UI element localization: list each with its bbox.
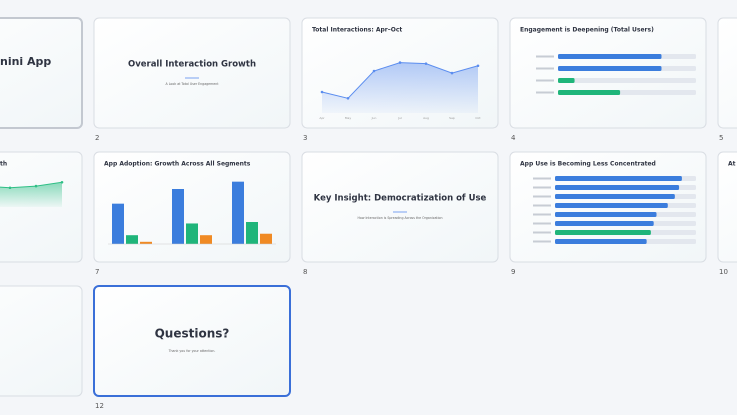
slide-number: 10 <box>719 268 728 276</box>
slide-title: th <box>0 161 7 168</box>
bar-label-placeholder <box>533 186 551 189</box>
slide-thumbnail[interactable]: Key Insight: Democratization of Use How I… <box>301 151 499 263</box>
slide-title: Engagement is Deepening (Total Users) <box>520 27 654 34</box>
area-fill <box>0 182 62 207</box>
bar <box>555 176 682 181</box>
slide-card <box>93 285 291 397</box>
slide-number: 2 <box>95 134 99 142</box>
bar-label-placeholder <box>536 67 554 70</box>
x-tick-label: Jun <box>371 116 377 120</box>
slide-number: 8 <box>303 268 307 276</box>
bar-label-placeholder <box>536 91 554 94</box>
bar <box>186 223 198 244</box>
bar <box>558 66 662 71</box>
data-point <box>320 90 324 94</box>
data-point <box>450 71 454 75</box>
bar-label-placeholder <box>533 240 551 243</box>
area-fill <box>322 62 478 113</box>
bar-label-placeholder <box>533 195 551 198</box>
bar <box>555 221 654 226</box>
slide-card <box>509 17 707 129</box>
bar-label-placeholder <box>533 231 551 234</box>
bar <box>558 78 575 83</box>
slide-thumbnail[interactable]: Overall Interaction Growth A Look at Tota… <box>93 17 291 129</box>
slide-thumbnail[interactable]: nini App <box>0 17 83 129</box>
bar <box>260 233 272 244</box>
x-tick-label: Jul <box>397 116 402 120</box>
bar <box>555 230 651 235</box>
data-point <box>424 62 428 65</box>
bar <box>558 54 662 59</box>
bar <box>140 241 152 244</box>
bar <box>555 194 675 199</box>
bar <box>200 235 212 244</box>
data-point <box>476 64 480 68</box>
slide-title: Total Interactions: Apr–Oct <box>312 27 402 34</box>
slide-card <box>717 17 737 129</box>
slide-title: At <box>728 161 736 168</box>
bar-label-placeholder <box>536 55 554 58</box>
slide-subtitle: A Look at Total User Engagement <box>166 82 220 86</box>
slide-thumbnail[interactable] <box>0 285 83 397</box>
slide-title: Questions? <box>155 327 230 341</box>
data-point <box>398 61 402 64</box>
data-point <box>372 69 376 73</box>
data-point <box>346 97 350 100</box>
slide-number: 3 <box>303 134 307 142</box>
slide-subtitle: How Interaction is Spreading Across the … <box>357 216 442 220</box>
slide-number: 12 <box>95 402 104 410</box>
bar-label-placeholder <box>533 222 551 225</box>
slide-title: Key Insight: Democratization of Use <box>314 194 487 204</box>
slide-title: App Adoption: Growth Across All Segments <box>104 161 251 168</box>
slide-title: Overall Interaction Growth <box>128 60 256 70</box>
data-point <box>8 186 12 190</box>
slide-thumbnail[interactable]: Total Interactions: Apr–Oct Apr May Jun Jul A… <box>301 17 499 129</box>
data-point <box>34 184 38 188</box>
bar-label-placeholder <box>533 177 551 180</box>
slide-number: 4 <box>511 134 516 142</box>
bar <box>555 239 647 244</box>
bar <box>232 181 244 244</box>
bar <box>172 189 184 244</box>
bar <box>112 203 124 244</box>
slide-title: nini App <box>0 55 51 68</box>
bar-track <box>558 78 696 83</box>
slide-card <box>93 17 291 129</box>
bar <box>555 185 680 190</box>
bar <box>246 222 258 244</box>
slide-card <box>0 17 83 129</box>
slide-card <box>0 285 83 397</box>
slide-card <box>301 151 499 263</box>
slide-thumbnail[interactable]: At <box>717 151 737 263</box>
slide-number: 9 <box>511 268 515 276</box>
bar-label-placeholder <box>536 79 554 82</box>
bar <box>558 90 621 95</box>
bar-label-placeholder <box>533 213 551 216</box>
bar <box>555 203 668 208</box>
bar <box>126 235 138 244</box>
slide-card <box>717 151 737 263</box>
bar <box>555 212 657 217</box>
slide-subtitle: Thank you for your attention. <box>168 349 216 353</box>
slide-thumbnail[interactable]: App Use is Becoming Less Concentrated <box>509 151 707 263</box>
slide-thumbnail[interactable]: Engagement is Deepening (Total Users) <box>509 17 707 129</box>
slide-number: 7 <box>95 268 99 276</box>
x-tick-label: Aug <box>423 116 429 120</box>
slide-thumbnail[interactable] <box>717 17 737 129</box>
slide-title: App Use is Becoming Less Concentrated <box>520 161 656 168</box>
bar-label-placeholder <box>533 204 551 207</box>
slide-thumbnail[interactable]: Questions? Thank you for your attention. <box>93 285 291 397</box>
x-tick-label: Apr <box>319 116 325 120</box>
slide-number: 5 <box>719 134 723 142</box>
data-point <box>60 180 64 184</box>
x-tick-label: Sep <box>449 116 455 120</box>
x-tick-label: Oct <box>475 116 481 120</box>
slide-thumbnail[interactable]: App Adoption: Growth Across All Segments <box>93 151 291 263</box>
slide-thumbnail[interactable]: th <box>0 151 83 263</box>
x-tick-label: May <box>345 116 351 120</box>
